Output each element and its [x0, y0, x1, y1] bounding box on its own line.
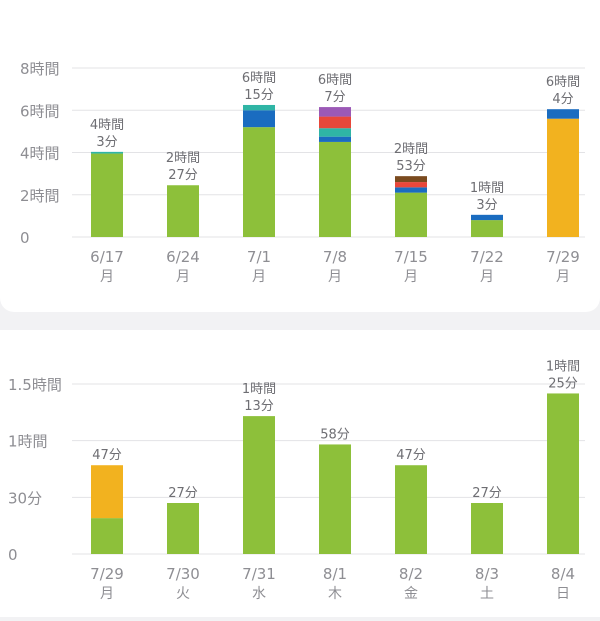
bar-segment[interactable] — [319, 444, 351, 554]
x-tick-weekday: 木 — [328, 586, 342, 602]
y-tick-label: 0 — [8, 546, 18, 564]
y-tick-label: 8時間 — [20, 60, 60, 78]
bar-segment[interactable] — [243, 127, 275, 237]
x-tick-weekday: 月 — [176, 269, 190, 285]
y-tick-label: 30分 — [8, 489, 42, 507]
y-tick-label: 4時間 — [20, 145, 60, 163]
x-tick-weekday: 月 — [328, 269, 342, 285]
x-tick-date: 8/1 — [323, 565, 347, 583]
bar-total-label: 4時間 — [90, 118, 124, 133]
bar-total-label: 27分 — [472, 486, 502, 501]
x-tick-weekday: 水 — [252, 586, 266, 602]
bar-segment[interactable] — [91, 153, 123, 237]
bar-total-label: 6時間 — [242, 71, 276, 86]
bar-segment[interactable] — [243, 104, 275, 111]
bar-total-label: 13分 — [244, 399, 274, 414]
weekly-chart-card: 0 2時間 4時間 6時間 8時間 4時間 3分 6/17 月 2時間 27分 6/24 月 6時間 15分… — [0, 0, 600, 312]
bar-total-label: 3分 — [96, 135, 117, 150]
bar-segment[interactable] — [471, 214, 503, 221]
bar-total-label: 3分 — [476, 198, 497, 213]
x-tick-date: 8/2 — [399, 565, 423, 583]
bar-total-label: 15分 — [244, 88, 274, 103]
bar-segment[interactable] — [319, 136, 351, 142]
x-tick-weekday: 月 — [252, 269, 266, 285]
bar-total-label: 25分 — [548, 376, 578, 391]
bar-total-label: 1時間 — [242, 382, 276, 397]
x-tick-date: 7/1 — [247, 248, 271, 266]
bar-segment[interactable] — [395, 192, 427, 237]
bar-total-label: 27分 — [168, 168, 198, 183]
bar-total-label: 6時間 — [318, 73, 352, 88]
bar-segment[interactable] — [395, 187, 427, 193]
bar-segment[interactable] — [319, 107, 351, 117]
daily-chart-card: 0 30分 1時間 1.5時間 47分 7/29 月 27分 7/30 火 1時間 13分 7/31 水 5… — [0, 330, 600, 617]
bar-segment[interactable] — [471, 220, 503, 237]
x-tick-date: 7/30 — [166, 565, 200, 583]
x-tick-date: 6/24 — [166, 248, 200, 266]
bar-segment[interactable] — [395, 465, 427, 554]
bar-total-label: 47分 — [92, 448, 122, 463]
x-tick-weekday: 月 — [100, 586, 114, 602]
x-tick-date: 7/29 — [90, 565, 124, 583]
x-tick-date: 7/22 — [470, 248, 504, 266]
bar-total-label: 58分 — [320, 427, 350, 442]
x-tick-weekday: 金 — [404, 586, 418, 602]
bar-segment[interactable] — [91, 518, 123, 554]
x-tick-weekday: 日 — [556, 586, 570, 602]
bar-total-label: 2時間 — [166, 151, 200, 166]
bar-total-label: 6時間 — [546, 75, 580, 90]
x-tick-weekday: 火 — [176, 586, 190, 602]
y-tick-label: 1時間 — [8, 433, 48, 451]
x-tick-date: 7/15 — [394, 248, 428, 266]
bar-segment[interactable] — [91, 151, 123, 154]
bar-total-label: 53分 — [396, 159, 426, 174]
bar-segment[interactable] — [319, 116, 351, 129]
bar-segment[interactable] — [395, 176, 427, 183]
bar-segment[interactable] — [471, 503, 503, 554]
y-tick-label: 2時間 — [20, 187, 60, 205]
bar-segment[interactable] — [547, 393, 579, 554]
bar-segment[interactable] — [243, 110, 275, 128]
x-tick-date: 8/3 — [475, 565, 499, 583]
bar-segment[interactable] — [547, 118, 579, 237]
bar-segment[interactable] — [167, 185, 199, 237]
y-tick-label: 0 — [20, 229, 30, 247]
bar-segment[interactable] — [547, 109, 579, 119]
bar-segment[interactable] — [395, 182, 427, 188]
bar-total-label: 4分 — [552, 92, 573, 107]
bar-total-label: 7分 — [324, 90, 345, 105]
x-tick-weekday: 月 — [404, 269, 418, 285]
x-tick-date: 7/8 — [323, 248, 347, 266]
bar-total-label: 47分 — [396, 448, 426, 463]
y-tick-label: 6時間 — [20, 102, 60, 120]
x-tick-weekday: 月 — [480, 269, 494, 285]
bar-total-label: 1時間 — [546, 359, 580, 374]
weekly-bar-chart: 0 2時間 4時間 6時間 8時間 4時間 3分 6/17 月 2時間 27分 6/24 月 6時間 15分… — [20, 60, 585, 285]
daily-bar-chart: 0 30分 1時間 1.5時間 47分 7/29 月 27分 7/30 火 1時間 13分 7/31 水 5… — [8, 359, 585, 602]
bar-segment[interactable] — [167, 503, 199, 554]
bar-segment[interactable] — [243, 416, 275, 554]
bar-segment[interactable] — [91, 465, 123, 519]
x-tick-weekday: 土 — [480, 586, 494, 602]
bar-total-label: 1時間 — [470, 181, 504, 196]
y-tick-label: 1.5時間 — [8, 376, 62, 394]
x-tick-date: 6/17 — [90, 248, 124, 266]
x-tick-date: 7/29 — [546, 248, 580, 266]
bar-segment[interactable] — [319, 141, 351, 237]
x-tick-weekday: 月 — [556, 269, 570, 285]
x-tick-date: 8/4 — [551, 565, 575, 583]
x-tick-weekday: 月 — [100, 269, 114, 285]
bar-total-label: 27分 — [168, 486, 198, 501]
x-tick-date: 7/31 — [242, 565, 276, 583]
bar-total-label: 2時間 — [394, 142, 428, 157]
bar-segment[interactable] — [319, 128, 351, 137]
